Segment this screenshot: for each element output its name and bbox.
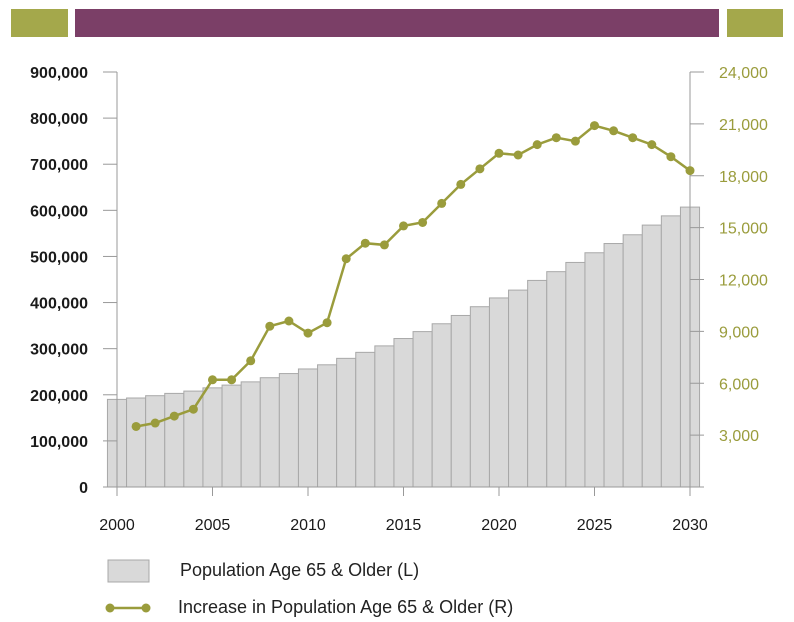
line-point-2027 xyxy=(628,133,638,143)
y-right-tick-label: 9,000 xyxy=(719,324,759,341)
line-point-2028 xyxy=(647,140,657,150)
bar-2002 xyxy=(145,395,166,488)
bar-2016 xyxy=(412,331,433,488)
line-point-2005 xyxy=(208,375,217,385)
bar-2005 xyxy=(202,387,223,488)
x-tick-label: 2030 xyxy=(672,517,708,534)
line-point-2024 xyxy=(570,136,580,146)
bar-2015 xyxy=(393,338,414,488)
bar-2026 xyxy=(603,243,624,488)
x-tick-label: 2025 xyxy=(577,517,613,534)
bar-2001 xyxy=(126,397,147,488)
y-right-tick-label: 18,000 xyxy=(719,169,768,186)
y-right-tick-label: 24,000 xyxy=(719,65,768,82)
y-left-tick-label: 900,000 xyxy=(30,65,88,82)
bar-series xyxy=(106,206,701,488)
line-point-2009 xyxy=(284,316,294,326)
bar-2014 xyxy=(374,345,395,488)
line-point-2022 xyxy=(532,140,542,150)
line-point-2006 xyxy=(227,375,237,385)
line-point-2014 xyxy=(379,240,389,250)
legend-line-marker xyxy=(141,603,151,613)
line-point-2015 xyxy=(399,221,408,231)
line-point-2023 xyxy=(551,133,561,143)
legend-bar-swatch xyxy=(107,559,150,583)
x-tick-label: 2010 xyxy=(290,517,326,534)
bar-2018 xyxy=(450,314,471,488)
line-point-2029 xyxy=(666,152,676,162)
line-point-2004 xyxy=(188,404,198,414)
line-point-2001 xyxy=(131,421,141,431)
header-band-left xyxy=(11,9,68,37)
line-point-2019 xyxy=(475,164,485,174)
y-left-tick-label: 400,000 xyxy=(30,296,88,313)
y-left-tick-label: 600,000 xyxy=(30,203,88,220)
line-point-2007 xyxy=(246,356,256,366)
header-band-right xyxy=(727,9,783,37)
bar-2017 xyxy=(431,323,452,488)
y-right-tick-label: 21,000 xyxy=(719,117,768,134)
y-left-tick-label: 500,000 xyxy=(30,249,88,266)
bar-2020 xyxy=(488,297,510,488)
bar-2010 xyxy=(297,368,319,488)
header-band-middle xyxy=(75,9,719,37)
line-point-2020 xyxy=(494,148,504,158)
y-right-tick-label: 6,000 xyxy=(719,376,759,393)
x-tick-label: 2000 xyxy=(99,517,135,534)
line-point-2018 xyxy=(456,179,466,189)
legend-line-marker xyxy=(105,603,115,613)
bar-2027 xyxy=(622,234,643,488)
line-point-2030 xyxy=(685,166,695,176)
bar-2025 xyxy=(584,252,605,488)
axes xyxy=(103,71,704,496)
x-tick-label: 2020 xyxy=(481,517,517,534)
line-series xyxy=(131,121,695,431)
bar-2019 xyxy=(469,306,490,488)
tick-labels: 0 100,000 200,000 300,000 400,000 500,000 600,… xyxy=(30,65,768,534)
line-point-2025 xyxy=(590,121,599,131)
y-left-tick-label: 300,000 xyxy=(30,342,88,359)
line-point-2011 xyxy=(322,318,332,328)
legend-label-bars: Population Age 65 & Older (L) xyxy=(180,560,420,580)
bar-2024 xyxy=(565,261,586,488)
bar-2009 xyxy=(278,373,299,488)
y-left-tick-label: 700,000 xyxy=(30,157,88,174)
bar-2021 xyxy=(508,289,529,488)
line-point-2021 xyxy=(513,150,523,160)
bar-2013 xyxy=(355,351,376,488)
line-point-2016 xyxy=(418,217,428,227)
bar-2007 xyxy=(240,381,261,488)
line-point-2010 xyxy=(303,328,313,338)
line-point-2026 xyxy=(609,126,619,136)
y-right-tick-label: 3,000 xyxy=(719,428,759,445)
line-point-2017 xyxy=(437,198,447,208)
legend-label-line: Increase in Population Age 65 & Older (R… xyxy=(178,597,514,617)
bar-2008 xyxy=(259,377,280,488)
x-tick-label: 2005 xyxy=(195,517,231,534)
bar-2012 xyxy=(336,357,357,488)
bar-2003 xyxy=(164,392,185,488)
bar-2023 xyxy=(546,271,567,488)
bar-2011 xyxy=(317,364,338,488)
y-left-tick-label: 200,000 xyxy=(30,388,88,405)
bar-2006 xyxy=(221,384,242,488)
x-tick-label: 2015 xyxy=(386,517,422,534)
line-point-2002 xyxy=(150,418,160,428)
bar-2028 xyxy=(641,224,662,488)
bar-2029 xyxy=(660,215,681,488)
y-right-tick-label: 12,000 xyxy=(719,273,768,290)
y-left-tick-label: 100,000 xyxy=(30,434,88,451)
line-point-2013 xyxy=(360,238,370,248)
y-left-tick-label: 0 xyxy=(79,480,88,497)
bar-2022 xyxy=(527,279,548,488)
line-point-2008 xyxy=(265,321,275,331)
line-point-2003 xyxy=(169,411,179,421)
legend-swatches xyxy=(105,559,151,613)
line-point-2012 xyxy=(341,254,351,264)
y-right-tick-label: 15,000 xyxy=(719,221,768,238)
y-left-tick-label: 800,000 xyxy=(30,111,88,128)
